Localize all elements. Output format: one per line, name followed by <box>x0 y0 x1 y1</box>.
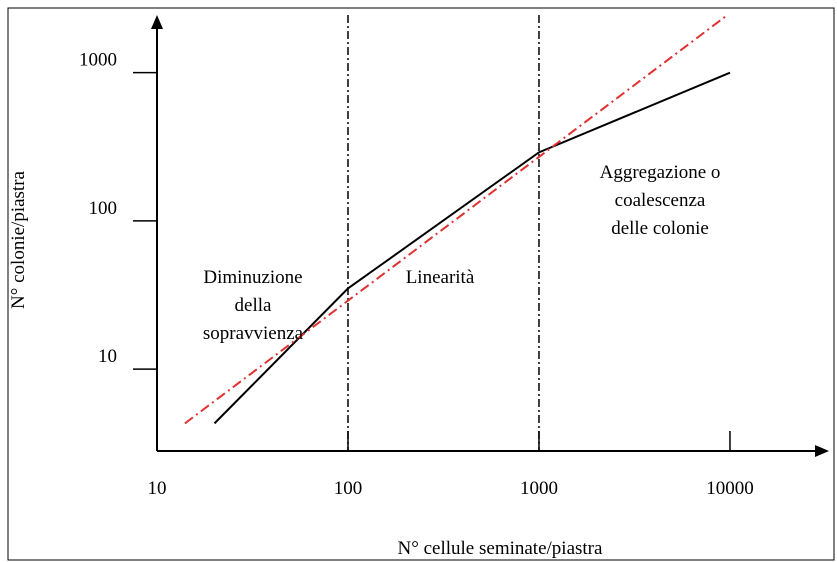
annotation: della <box>235 295 272 316</box>
annotation: Aggregazione o <box>600 162 721 183</box>
frame <box>7 7 835 561</box>
y-tick-label: 10 <box>98 346 117 367</box>
x-tick-label: 10 <box>148 478 167 499</box>
annotation: coalescenza <box>615 190 706 211</box>
y-axis-label: N° colonie/piastra <box>8 170 29 308</box>
annotation: Diminuzione <box>203 267 302 288</box>
data-line <box>184 15 727 425</box>
y-tick-label: 1000 <box>79 50 117 71</box>
data-line <box>213 71 731 425</box>
x-tick-label: 10000 <box>706 478 754 499</box>
annotation: sopravvienza <box>203 323 304 344</box>
x-axis-label: N° cellule seminate/piastra <box>398 538 603 559</box>
x-axis-arrow <box>815 445 829 457</box>
x-tick-label: 1000 <box>520 478 558 499</box>
y-axis-arrow <box>151 15 163 29</box>
annotation: delle colonie <box>611 218 709 239</box>
annotation: Linearità <box>406 267 475 288</box>
y-tick-label: 100 <box>89 198 118 219</box>
x-tick-label: 100 <box>334 478 363 499</box>
